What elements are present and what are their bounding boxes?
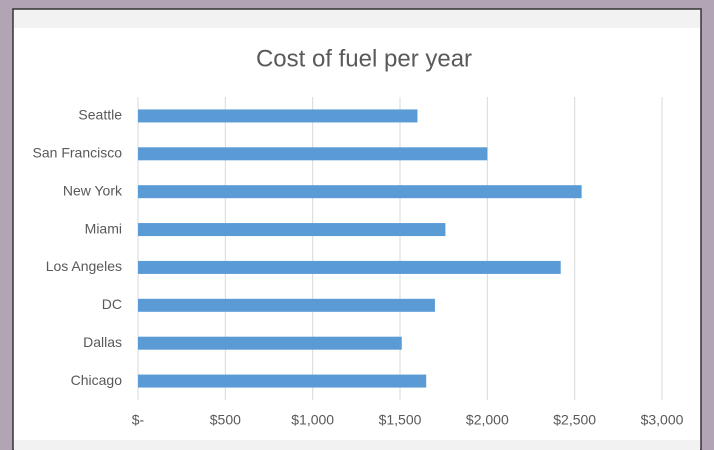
x-tick-label: $1,500	[379, 412, 422, 428]
bar	[138, 298, 435, 312]
x-tick-label: $500	[210, 412, 241, 428]
bar	[138, 109, 418, 123]
bar	[138, 147, 488, 161]
bar	[138, 260, 561, 274]
y-tick-label: New York	[63, 182, 123, 198]
x-tick-label: $3,000	[641, 412, 684, 428]
x-tick-label: $2,500	[553, 412, 596, 428]
x-tick-label: $1,000	[291, 412, 334, 428]
y-tick-label: Dallas	[83, 334, 122, 350]
x-tick-label: $-	[132, 412, 145, 428]
chart-header-strip	[14, 10, 700, 28]
x-tick-label: $2,000	[466, 412, 509, 428]
bar	[138, 223, 446, 237]
chart-title: Cost of fuel per year	[256, 45, 472, 72]
chart-footer-strip	[14, 440, 700, 450]
y-tick-label: San Francisco	[33, 145, 123, 161]
y-tick-label: DC	[102, 296, 122, 312]
bar	[138, 336, 402, 350]
y-tick-label: Los Angeles	[46, 258, 122, 274]
bar	[138, 374, 427, 388]
bar	[138, 185, 582, 199]
y-tick-label: Chicago	[71, 372, 123, 388]
y-tick-label: Miami	[85, 220, 122, 236]
y-tick-label: Seattle	[78, 107, 122, 123]
